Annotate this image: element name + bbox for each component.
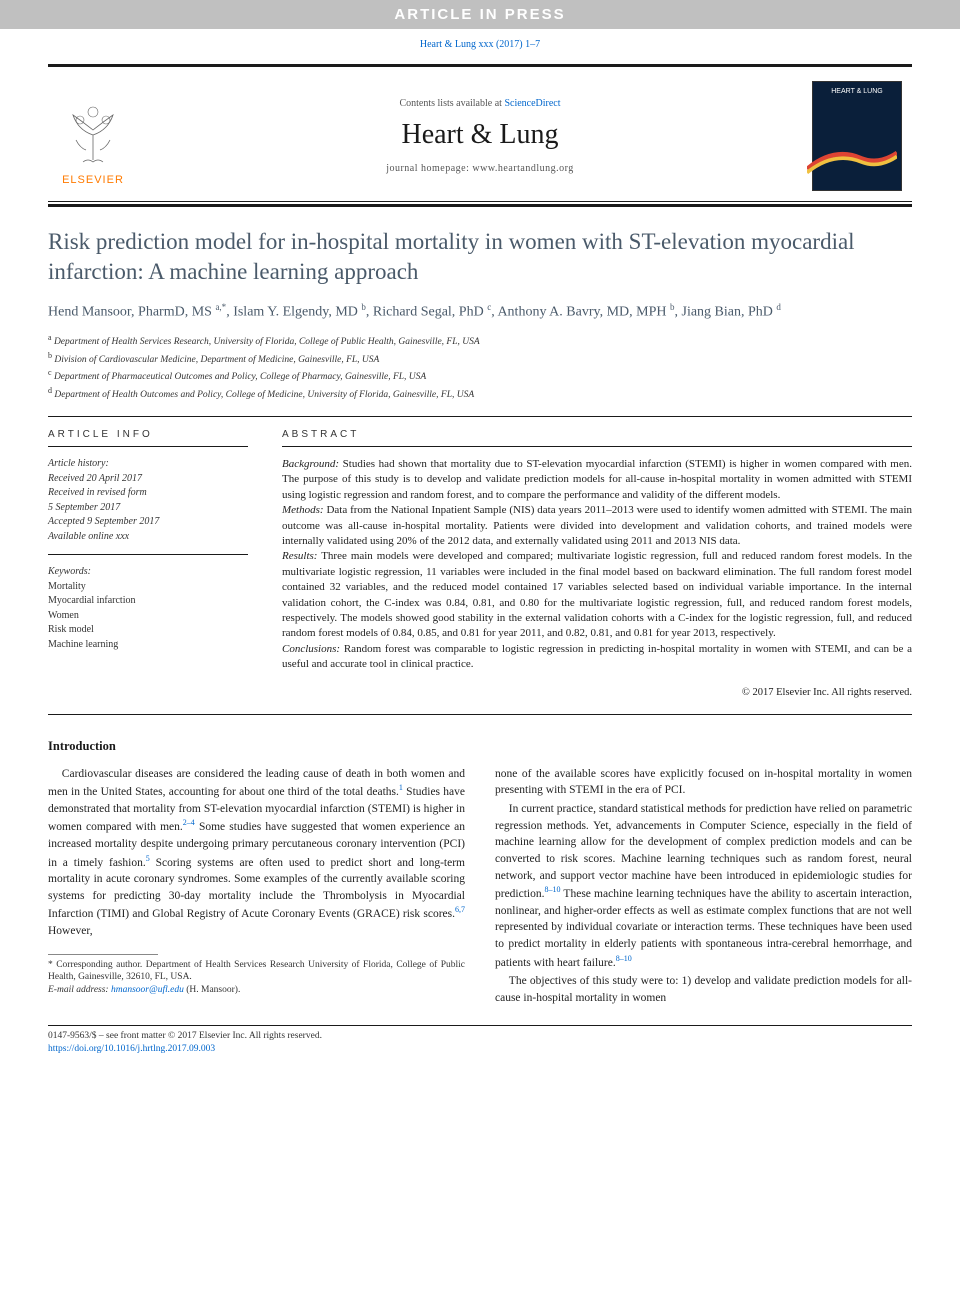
abstract-copyright: © 2017 Elsevier Inc. All rights reserved… bbox=[282, 687, 912, 698]
journal-homepage-line: journal homepage: www.heartandlung.org bbox=[162, 163, 798, 174]
elsevier-wordmark: ELSEVIER bbox=[62, 174, 124, 186]
contents-lists-line: Contents lists available at ScienceDirec… bbox=[162, 98, 798, 109]
abstract-head: ABSTRACT bbox=[282, 429, 912, 447]
running-citation: Heart & Lung xxx (2017) 1–7 bbox=[0, 29, 960, 64]
article-title: Risk prediction model for in-hospital mo… bbox=[48, 207, 912, 301]
elsevier-tree-icon bbox=[58, 100, 128, 170]
affiliation-list: a Department of Health Services Research… bbox=[48, 332, 912, 416]
intro-paragraph: The objectives of this study were to: 1)… bbox=[495, 973, 912, 1006]
journal-homepage-url[interactable]: www.heartandlung.org bbox=[472, 163, 573, 174]
corresponding-email-line: E-mail address: hmansoor@ufl.edu (H. Man… bbox=[48, 984, 465, 997]
abstract-body: Background: Studies had shown that morta… bbox=[282, 457, 912, 672]
corresponding-email-link[interactable]: hmansoor@ufl.edu bbox=[111, 985, 184, 995]
elsevier-logo: ELSEVIER bbox=[48, 86, 138, 186]
intro-paragraph: Cardiovascular diseases are considered t… bbox=[48, 766, 465, 940]
article-history: Article history: Received 20 April 2017R… bbox=[48, 457, 248, 555]
article-info-head: ARTICLE INFO bbox=[48, 429, 248, 447]
intro-paragraph: In current practice, standard statistica… bbox=[495, 801, 912, 971]
footnotes-block: * Corresponding author. Department of He… bbox=[48, 959, 465, 997]
cover-title: HEART & LUNG bbox=[813, 88, 901, 95]
article-info-column: ARTICLE INFO Article history: Received 2… bbox=[48, 429, 248, 697]
journal-name: Heart & Lung bbox=[162, 119, 798, 151]
intro-paragraph: none of the available scores have explic… bbox=[495, 766, 912, 799]
sciencedirect-link[interactable]: ScienceDirect bbox=[504, 98, 560, 109]
abstract-column: ABSTRACT Background: Studies had shown t… bbox=[282, 429, 912, 697]
footnote-rule bbox=[48, 954, 158, 955]
article-in-press-banner: ARTICLE IN PRESS bbox=[0, 0, 960, 29]
body-text-columns: Cardiovascular diseases are considered t… bbox=[48, 766, 912, 1007]
corresponding-author-note: * Corresponding author. Department of He… bbox=[48, 959, 465, 985]
issn-copyright-line: 0147-9563/$ – see front matter © 2017 El… bbox=[48, 1030, 912, 1043]
journal-masthead: ELSEVIER Contents lists available at Sci… bbox=[48, 64, 912, 202]
introduction-heading: Introduction bbox=[48, 739, 912, 754]
author-list: Hend Mansoor, PharmD, MS a,*, Islam Y. E… bbox=[48, 301, 912, 333]
journal-cover-thumb: HEART & LUNG bbox=[812, 81, 902, 191]
doi-link[interactable]: https://doi.org/10.1016/j.hrtlng.2017.09… bbox=[48, 1044, 215, 1054]
bottom-meta: 0147-9563/$ – see front matter © 2017 El… bbox=[48, 1030, 912, 1057]
keywords-block: Keywords: MortalityMyocardial infarction… bbox=[48, 565, 248, 652]
cover-swoosh-icon bbox=[807, 142, 897, 178]
